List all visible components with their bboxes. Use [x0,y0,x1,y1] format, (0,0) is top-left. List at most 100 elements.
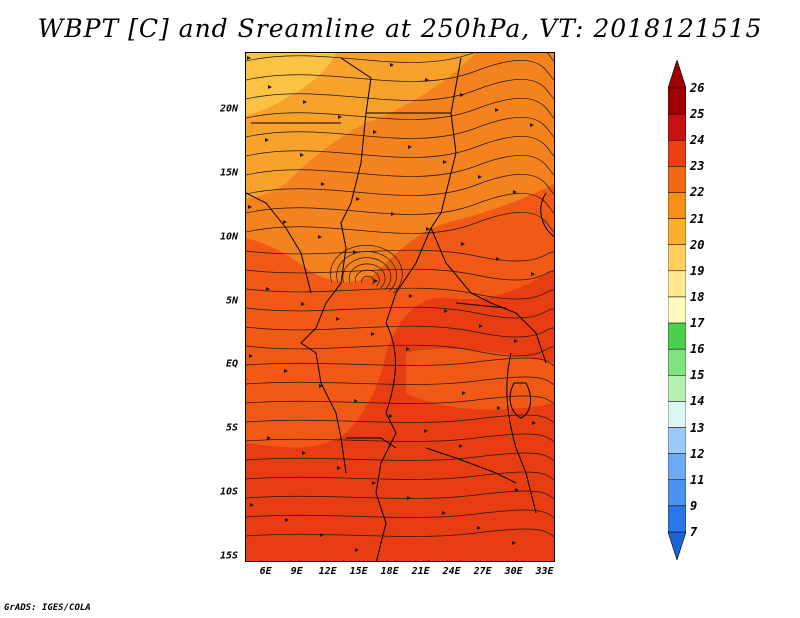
colorbar-segment [668,296,686,324]
streamline-arrow [497,406,501,410]
streamline-arrow [407,496,411,500]
colorbar-level-label: 23 [690,159,705,174]
streamline-arrow [249,354,253,358]
streamlines [246,53,554,552]
streamline [246,193,554,215]
lon-tick-label: 6E [259,566,272,577]
colorbar-segment [668,322,686,350]
streamline [246,268,554,281]
streamline-arrow [300,153,304,157]
field-band [246,53,476,198]
colorbar-level-label: 21 [690,211,705,226]
streamline-arrow [301,302,305,306]
border-line [300,57,372,344]
streamline-arrow [477,526,481,530]
streamline-arrow [265,138,269,142]
colorbar-level-label: 7 [690,525,698,539]
lon-tick-label: 27E [473,566,492,577]
colorbar-level-label: 12 [690,446,705,461]
colorbar-level-label: 13 [690,420,705,435]
streamline-arrow [406,347,410,351]
lon-tick-label: 30E [504,566,523,577]
colorbar-level-label: 17 [690,316,705,331]
streamline [246,325,554,338]
streamline-arrow [355,548,359,552]
colorbar-segment [668,453,686,481]
colorbar-level-label: 22 [690,185,705,200]
lake-outline [509,382,532,419]
streamline-arrow [424,429,428,433]
lat-tick-label: 20N [219,103,238,115]
streamline-arrow [247,56,251,60]
streamline [246,357,554,367]
streamline [246,471,554,481]
streamline-arrow [532,421,536,425]
streamline [246,155,554,177]
colorbar-level-label: 19 [690,263,705,278]
colorbar-segment [668,218,686,245]
streamline-arrow [284,369,288,373]
colorbar-level-label: 15 [690,368,705,383]
streamline-arrow [353,250,357,254]
streamline [246,53,554,63]
colorbar-level-label: 25 [690,107,705,122]
streamline [330,244,403,294]
streamline-arrow [320,533,324,537]
streamline-arrow [514,339,518,343]
streamline-arrow [459,444,463,448]
streamline [355,269,380,287]
lat-tick-label: 15N [219,167,238,179]
streamline-arrow [530,123,534,127]
border-line [246,192,312,294]
credit-text: GrADS: IGES/COLA [4,603,91,613]
lat-tick-label: 10S [219,486,238,498]
streamline [246,60,554,82]
streamline-arrow [495,108,499,112]
colorbar-level-label: 20 [690,237,705,252]
streamline [246,174,554,196]
streamline [336,251,397,292]
field-band [246,53,336,115]
streamline-arrow [390,63,394,67]
colorbar-segment [668,244,686,272]
streamline [246,509,554,519]
field-band [406,348,554,410]
streamline-arrow [354,399,358,403]
streamline-arrow [513,190,517,194]
streamline-arrow [372,481,376,485]
colorbar-segment [668,348,686,376]
streamline-arrow [371,332,375,336]
streamline-arrow [479,324,483,328]
colorbar-top-arrow [668,60,686,89]
streamline-arrow [267,436,271,440]
streamline-arrow [374,279,378,283]
streamline [246,117,554,139]
streamline-arrow [460,93,464,97]
colorbar-segment [668,479,686,507]
streamline-arrow [319,384,323,388]
streamline-arrow [337,466,341,470]
streamline [246,452,554,462]
streamline-arrow [531,272,535,276]
colorbar-level-label: 16 [690,342,705,357]
streamline-arrow [248,205,252,209]
streamline-arrow [356,197,360,201]
coastline [540,192,554,238]
streamline-arrow [442,511,446,515]
colorbar-segment [668,166,686,193]
lon-tick-label: 21E [411,566,430,577]
map-canvas [246,53,554,561]
streamline-arrow [321,182,325,186]
colorbar-level-label: 9 [690,498,698,513]
streamline [246,344,554,357]
colorbar-level-label: 14 [690,394,705,409]
streamline [246,79,554,101]
colorbar-segment [668,505,686,533]
streamline-arrow [389,414,393,418]
border-line [450,57,462,114]
streamline [246,306,554,319]
border-line [506,352,537,514]
streamline-arrow [302,451,306,455]
colorbar-level-label: 11 [690,472,705,487]
streamline-arrow [515,488,519,492]
